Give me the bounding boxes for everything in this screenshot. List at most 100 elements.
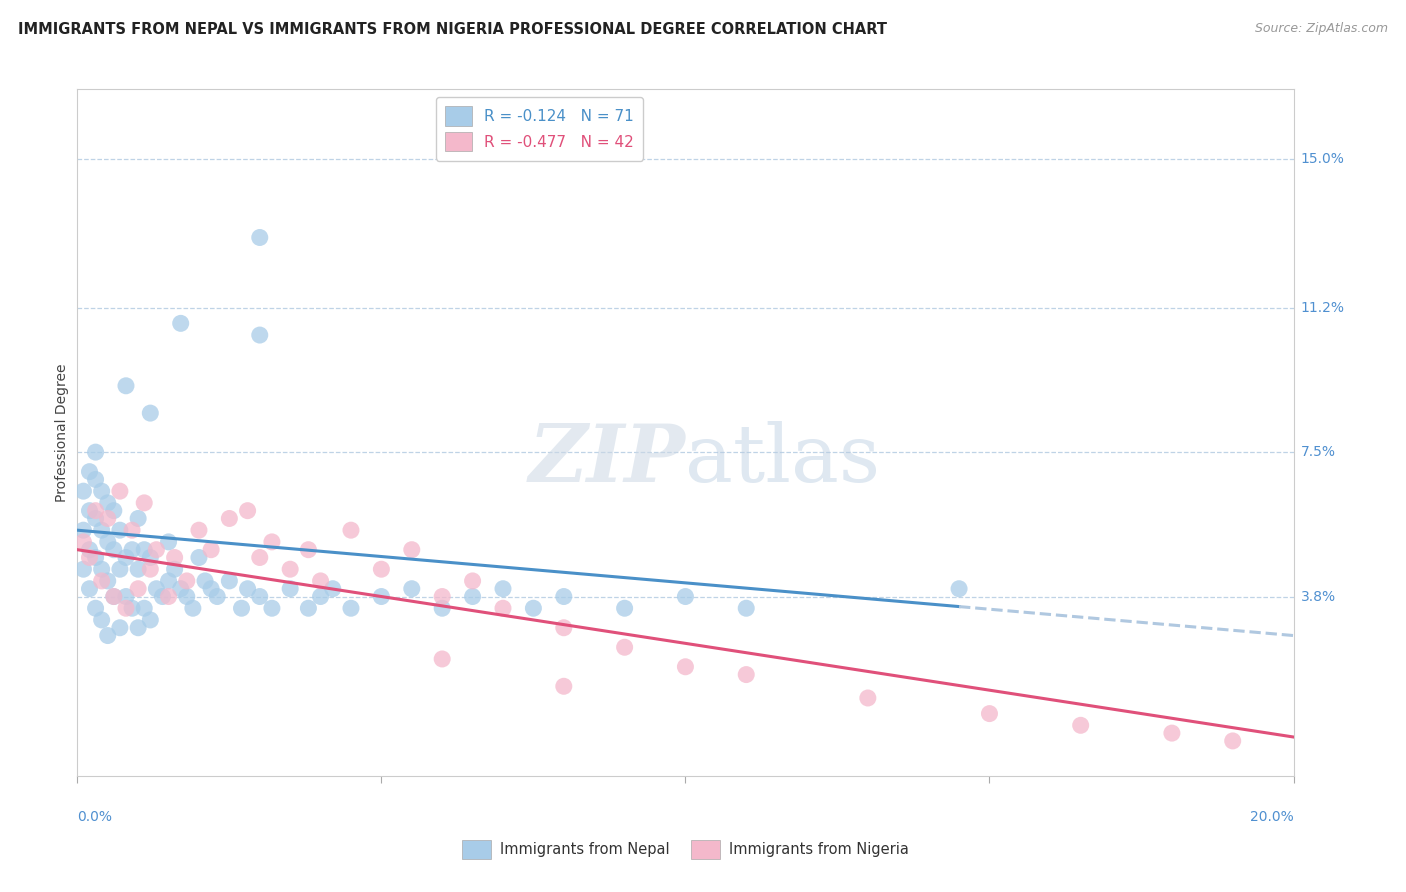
Point	[134, 601, 156, 615]
Point	[127, 621, 149, 635]
Point	[97, 496, 120, 510]
Point	[84, 550, 107, 565]
Point	[108, 484, 131, 499]
Point	[115, 550, 138, 565]
Point	[127, 562, 149, 576]
Point	[79, 503, 101, 517]
Point	[103, 542, 125, 557]
Point	[309, 590, 332, 604]
Point	[735, 667, 758, 681]
Point	[79, 465, 101, 479]
Text: Source: ZipAtlas.com: Source: ZipAtlas.com	[1254, 22, 1388, 36]
Point	[97, 534, 120, 549]
Point	[90, 523, 112, 537]
Point	[613, 601, 636, 615]
Text: ZIP: ZIP	[529, 421, 686, 499]
Point	[856, 690, 879, 705]
Point	[370, 562, 392, 576]
Point	[103, 590, 125, 604]
Point	[134, 542, 156, 557]
Point	[236, 503, 259, 517]
Text: 20.0%: 20.0%	[1250, 810, 1294, 824]
Point	[1161, 726, 1184, 740]
Point	[108, 562, 131, 576]
Point	[401, 582, 423, 596]
Point	[461, 574, 484, 588]
Point	[170, 582, 193, 596]
Point	[103, 590, 125, 604]
Point	[72, 484, 94, 499]
Point	[72, 562, 94, 576]
Point	[735, 601, 758, 615]
Point	[278, 582, 301, 596]
Y-axis label: Professional Degree: Professional Degree	[55, 363, 69, 502]
Legend: Immigrants from Nepal, Immigrants from Nigeria: Immigrants from Nepal, Immigrants from N…	[456, 835, 915, 865]
Point	[675, 660, 697, 674]
Point	[188, 523, 211, 537]
Point	[72, 534, 94, 549]
Point	[200, 542, 222, 557]
Point	[145, 542, 167, 557]
Text: IMMIGRANTS FROM NEPAL VS IMMIGRANTS FROM NIGERIA PROFESSIONAL DEGREE CORRELATION: IMMIGRANTS FROM NEPAL VS IMMIGRANTS FROM…	[18, 22, 887, 37]
Point	[139, 562, 162, 576]
Text: 7.5%: 7.5%	[1301, 445, 1336, 459]
Point	[115, 601, 138, 615]
Point	[492, 582, 515, 596]
Point	[675, 590, 697, 604]
Point	[115, 590, 138, 604]
Point	[218, 574, 240, 588]
Point	[200, 582, 222, 596]
Point	[492, 601, 515, 615]
Point	[370, 590, 392, 604]
Point	[309, 574, 332, 588]
Point	[461, 590, 484, 604]
Point	[134, 496, 156, 510]
Text: 0.0%: 0.0%	[77, 810, 112, 824]
Point	[157, 574, 180, 588]
Point	[139, 613, 162, 627]
Point	[1070, 718, 1092, 732]
Point	[157, 534, 180, 549]
Point	[176, 574, 198, 588]
Point	[522, 601, 544, 615]
Point	[103, 503, 125, 517]
Point	[401, 542, 423, 557]
Point	[79, 550, 101, 565]
Point	[948, 582, 970, 596]
Point	[249, 230, 271, 244]
Point	[121, 523, 143, 537]
Point	[218, 511, 240, 525]
Text: 15.0%: 15.0%	[1301, 153, 1344, 167]
Point	[249, 550, 271, 565]
Point	[79, 582, 101, 596]
Point	[613, 640, 636, 655]
Point	[260, 534, 283, 549]
Point	[79, 542, 101, 557]
Point	[90, 574, 112, 588]
Point	[170, 317, 193, 331]
Point	[188, 550, 211, 565]
Point	[90, 613, 112, 627]
Point	[249, 590, 271, 604]
Point	[139, 406, 162, 420]
Point	[84, 445, 107, 459]
Point	[236, 582, 259, 596]
Point	[127, 511, 149, 525]
Point	[340, 601, 363, 615]
Point	[145, 582, 167, 596]
Point	[194, 574, 217, 588]
Point	[84, 503, 107, 517]
Point	[553, 679, 575, 693]
Point	[1222, 734, 1244, 748]
Point	[176, 590, 198, 604]
Point	[152, 590, 174, 604]
Point	[979, 706, 1001, 721]
Point	[249, 328, 271, 343]
Point	[84, 601, 107, 615]
Point	[97, 574, 120, 588]
Point	[322, 582, 344, 596]
Point	[163, 550, 186, 565]
Point	[84, 511, 107, 525]
Point	[553, 590, 575, 604]
Point	[97, 511, 120, 525]
